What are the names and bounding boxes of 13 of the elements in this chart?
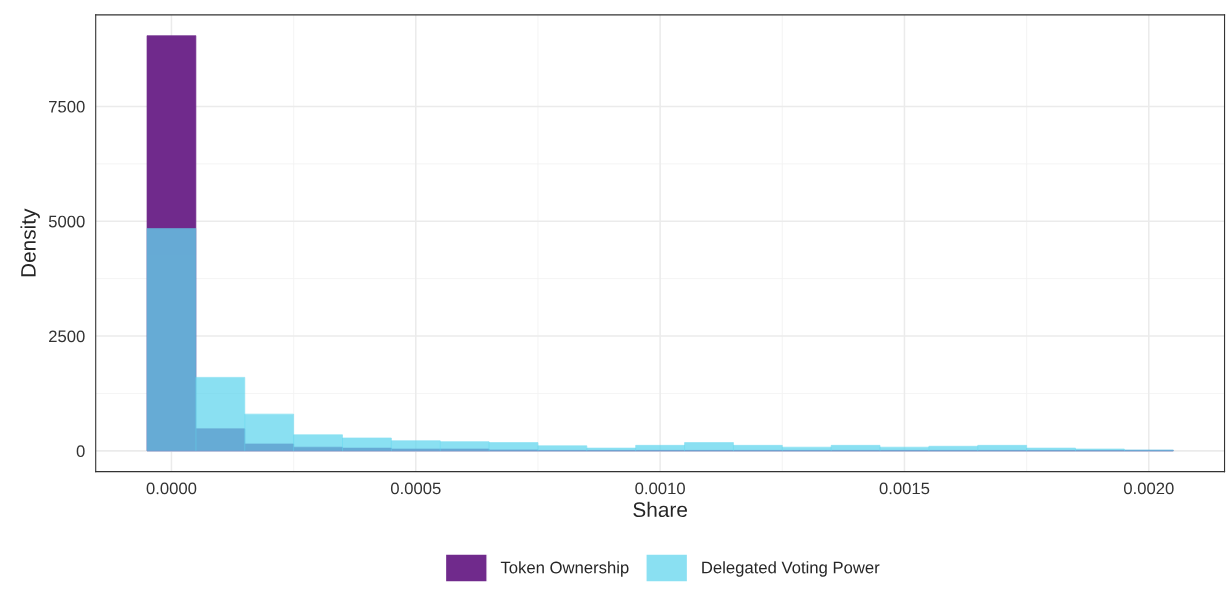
y-tick-label: 0 [76, 445, 85, 458]
x-tick-label: 0.0015 [879, 482, 930, 495]
y-axis-title: Density [20, 208, 40, 277]
x-tick-label: 0.0020 [1123, 482, 1174, 495]
legend-label: Delegated Voting Power [702, 561, 880, 577]
x-axis-title: Share [633, 501, 687, 518]
y-tick-label: 7500 [49, 100, 85, 113]
x-tick-label: 0.0000 [146, 482, 197, 495]
y-tick-label: 2500 [49, 330, 85, 343]
x-tick-label: 0.0005 [390, 482, 441, 495]
y-tick-label: 5000 [48, 215, 85, 228]
x-tick-label: 0.0010 [635, 482, 685, 495]
legend-label: Token Ownership [500, 561, 629, 577]
